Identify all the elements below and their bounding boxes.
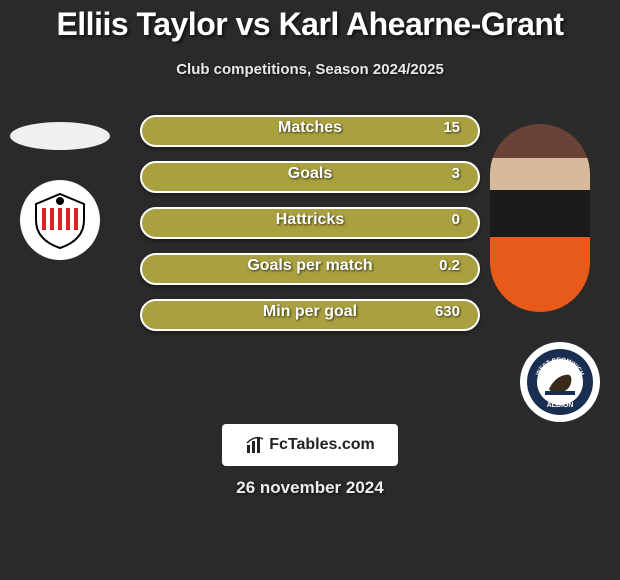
stat-label: Hattricks <box>140 211 480 229</box>
stat-row: Min per goal 630 <box>0 299 620 345</box>
chart-icon <box>245 435 265 455</box>
stat-value-right: 0.2 <box>439 257 460 274</box>
subtitle: Club competitions, Season 2024/2025 <box>0 61 620 78</box>
stat-label: Min per goal <box>140 303 480 321</box>
stats-area: Matches 15 Goals 3 Hattricks 0 Goals per… <box>0 115 620 345</box>
stat-value-right: 15 <box>443 119 460 136</box>
club-crest-right: WEST BROMWICH ALBION <box>520 342 600 422</box>
crest-right-icon: WEST BROMWICH ALBION <box>525 347 595 417</box>
stat-value-right: 3 <box>452 165 460 182</box>
site-logo-label: FcTables.com <box>269 436 375 454</box>
stat-row: Goals 3 <box>0 161 620 207</box>
stat-value-right: 630 <box>435 303 460 320</box>
site-logo: FcTables.com <box>222 424 398 466</box>
stat-label: Goals per match <box>140 257 480 275</box>
date-label: 26 november 2024 <box>0 478 620 498</box>
stat-row: Matches 15 <box>0 115 620 161</box>
stat-label: Matches <box>140 119 480 137</box>
stat-value-right: 0 <box>452 211 460 228</box>
svg-text:ALBION: ALBION <box>547 402 574 409</box>
page-title: Elliis Taylor vs Karl Ahearne-Grant <box>0 0 620 43</box>
stat-row: Goals per match 0.2 <box>0 253 620 299</box>
stat-label: Goals <box>140 165 480 183</box>
stat-row: Hattricks 0 <box>0 207 620 253</box>
